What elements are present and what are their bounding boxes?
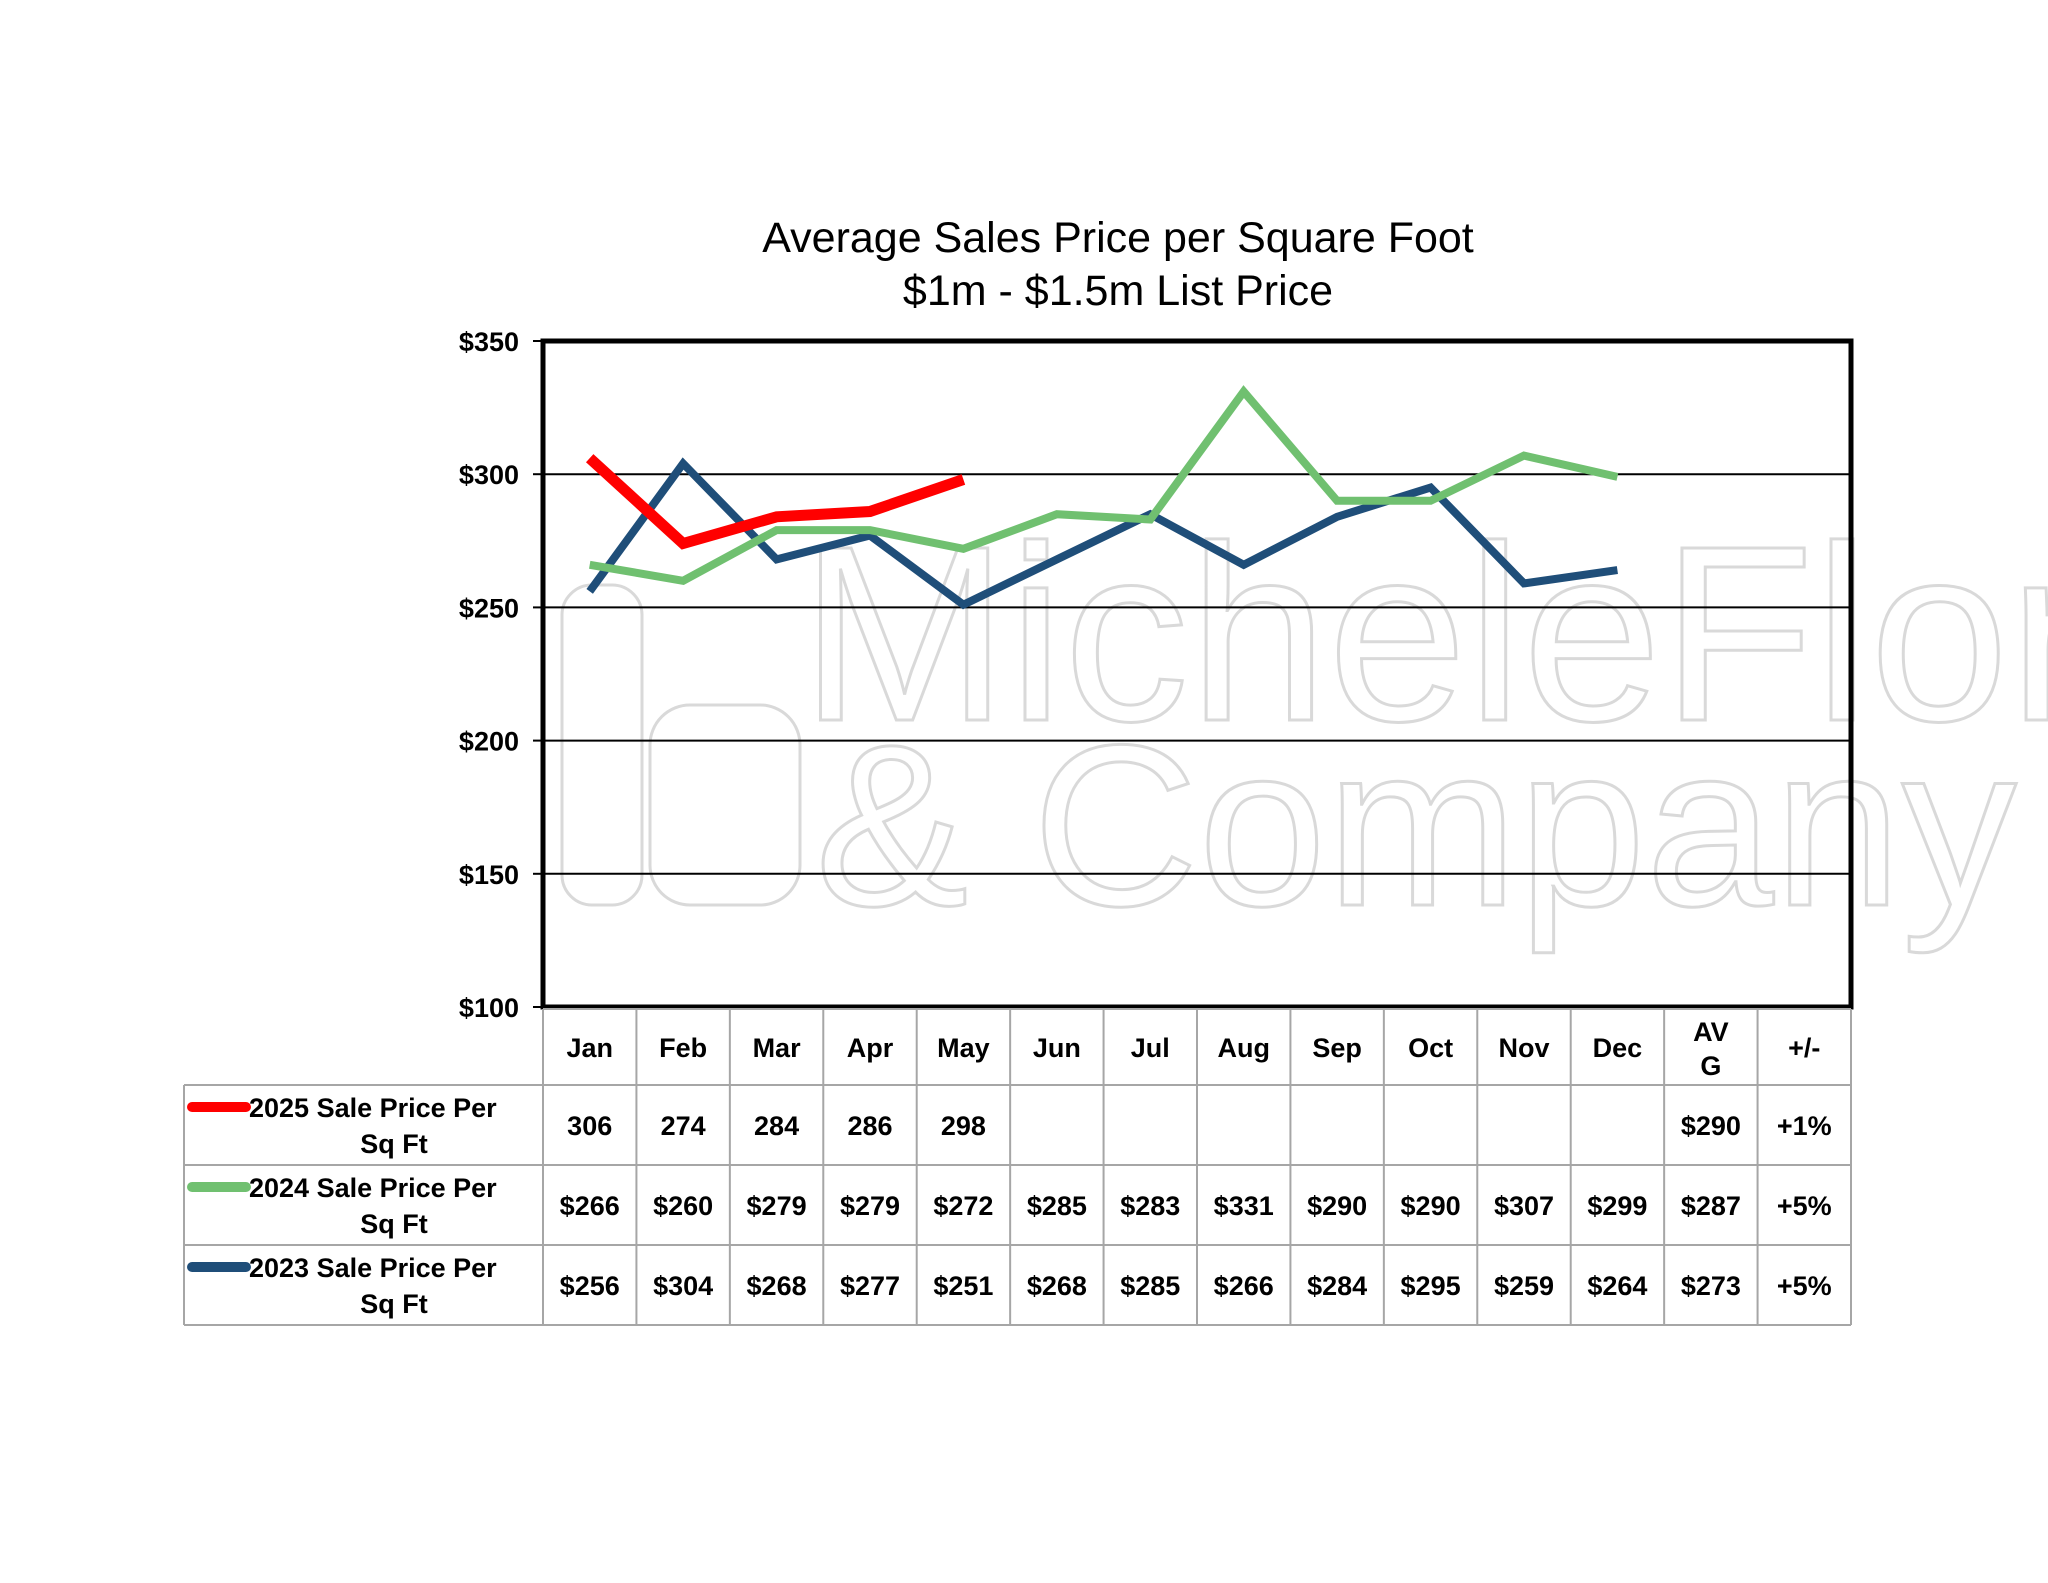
table-cell: 286 (847, 1111, 892, 1141)
table-cell: $266 (1214, 1271, 1274, 1301)
table-header-cell: Aug (1217, 1033, 1269, 1063)
table-cell: $307 (1494, 1191, 1554, 1221)
legend-label: Sq Ft (360, 1289, 428, 1319)
table-header-cell: Sep (1312, 1033, 1362, 1063)
table-header-cell: Apr (847, 1033, 894, 1063)
table-cell: $284 (1307, 1271, 1367, 1301)
table-header-cell: Nov (1498, 1033, 1549, 1063)
table-cell: $266 (560, 1191, 620, 1221)
legend-label: 2025 Sale Price Per (249, 1093, 497, 1123)
table-cell: $268 (1027, 1271, 1087, 1301)
table-cell: $268 (747, 1271, 807, 1301)
table-cell: $331 (1214, 1191, 1274, 1221)
table-cell: $299 (1587, 1191, 1647, 1221)
chart-title: Average Sales Price per Square Foot (762, 214, 1474, 262)
y-tick-label: $200 (459, 727, 519, 757)
table-cell-change: +1% (1777, 1111, 1832, 1141)
table-cell: 306 (567, 1111, 612, 1141)
table-header-cell: Dec (1593, 1033, 1643, 1063)
table-cell-avg: $273 (1681, 1271, 1741, 1301)
table-cell-change: +5% (1777, 1271, 1832, 1301)
y-tick-label: $150 (459, 860, 519, 890)
table-cell-avg: $290 (1681, 1111, 1741, 1141)
table-cell: $264 (1587, 1271, 1647, 1301)
table-cell: 274 (661, 1111, 706, 1141)
table-cell: $259 (1494, 1271, 1554, 1301)
table-header-cell: Mar (753, 1033, 802, 1063)
table-cell: $260 (653, 1191, 713, 1221)
data-table: Jan Feb Mar Apr May Jun Jul Aug Sep Oct Nov Dec AV G +… (184, 1009, 1851, 1325)
table-header-cell: +/- (1788, 1033, 1820, 1063)
watermark-logo-shape (650, 705, 800, 905)
table-cell: $290 (1307, 1191, 1367, 1221)
table-cell: $285 (1120, 1271, 1180, 1301)
table-cell: $290 (1401, 1191, 1461, 1221)
table-cell: $279 (840, 1191, 900, 1221)
table-cell: $295 (1401, 1271, 1461, 1301)
table-cell-change: +5% (1777, 1191, 1832, 1221)
table-header-cell: May (937, 1033, 990, 1063)
table-cell: 298 (941, 1111, 986, 1141)
table-cell: 284 (754, 1111, 799, 1141)
chart-subtitle: $1m - $1.5m List Price (903, 267, 1333, 315)
table-header-cell: G (1700, 1051, 1721, 1081)
legend-label: 2024 Sale Price Per (249, 1173, 497, 1203)
y-tick-label: $300 (459, 460, 519, 490)
table-header-cell: Oct (1408, 1033, 1453, 1063)
watermark-line-2: & Company (815, 697, 2017, 954)
table-cell: $272 (933, 1191, 993, 1221)
watermark-logo-shape (562, 585, 642, 905)
y-tick-label: $100 (459, 993, 519, 1023)
table-header-cell: AV (1693, 1017, 1729, 1047)
legend-label: Sq Ft (360, 1129, 428, 1159)
table-cell: $304 (653, 1271, 713, 1301)
legend-label: Sq Ft (360, 1209, 428, 1239)
watermark: MicheleFlory& Company (562, 494, 2048, 954)
legend-label: 2023 Sale Price Per (249, 1253, 497, 1283)
table-header-cell: Jan (566, 1033, 613, 1063)
y-tick-label: $250 (459, 593, 519, 623)
table-cell: $279 (747, 1191, 807, 1221)
table-header-cell: Jul (1131, 1033, 1170, 1063)
y-axis-ticks: $350 $300 $250 $200 $150 $100 (459, 327, 543, 1023)
table-cell: $251 (933, 1271, 993, 1301)
table-cell: $285 (1027, 1191, 1087, 1221)
table-cell: $283 (1120, 1191, 1180, 1221)
table-cell-avg: $287 (1681, 1191, 1741, 1221)
table-header-cell: Feb (659, 1033, 707, 1063)
table-cell: $256 (560, 1271, 620, 1301)
table-header-cell: Jun (1033, 1033, 1081, 1063)
table-cell: $277 (840, 1271, 900, 1301)
y-tick-label: $350 (459, 327, 519, 357)
